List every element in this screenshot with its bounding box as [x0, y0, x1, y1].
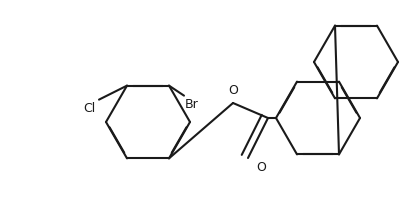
Text: O: O: [256, 161, 266, 174]
Text: O: O: [228, 84, 238, 97]
Text: Cl: Cl: [84, 102, 96, 115]
Text: Br: Br: [185, 98, 199, 111]
